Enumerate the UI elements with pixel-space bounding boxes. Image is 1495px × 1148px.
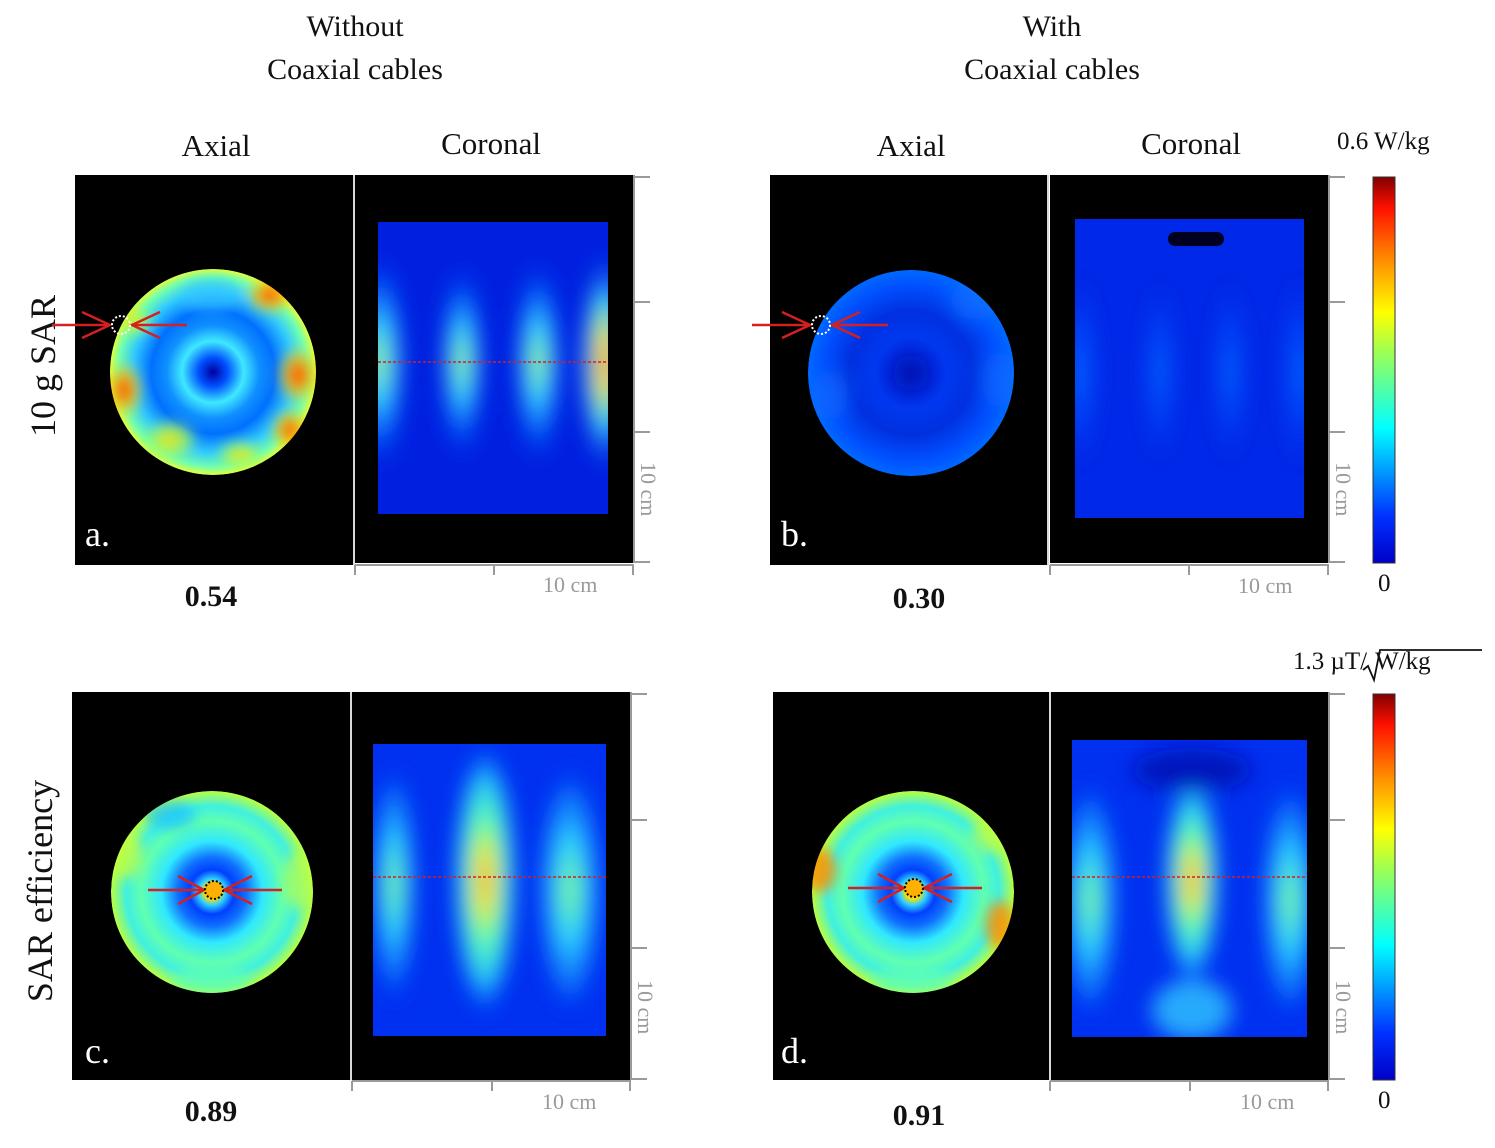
panel-value-b: 0.30 [892,582,946,615]
view-label-axial-left: Axial [181,128,251,163]
scale-label-b: 10 cm [1238,573,1293,598]
colorbar-efficiency-max: 1.3 µT/W/kg [1293,648,1431,675]
column-title-with: With Coaxial cables [964,10,1140,86]
panel-b-arrows [752,310,888,340]
panel-d-coronal-map [1072,740,1307,1037]
view-label-axial-right: Axial [876,128,946,163]
panel-value-c: 0.89 [184,1095,238,1128]
panel-c [72,692,647,1091]
panel-d [773,692,1345,1091]
colorbar-sar-min: 0 [1378,570,1391,597]
panel-c-arrows [148,874,282,906]
scale-label-vertical-d: 10 cm [1331,980,1356,1035]
colorbar-sar-max: 0.6 W/kg [1337,128,1430,155]
scale-label-vertical-c: 10 cm [633,980,658,1035]
scale-label-vertical-b: 10 cm [1331,462,1356,517]
view-label-coronal-left: Coronal [441,126,541,161]
scale-label-vertical-a: 10 cm [636,462,661,517]
panel-letter-c: c. [85,1031,110,1071]
panel-letter-d: d. [781,1031,808,1071]
panel-value-a: 0.54 [184,580,238,613]
panel-b [752,175,1345,575]
column-title-without: Without Coaxial cables [267,10,443,86]
colorbar-efficiency-min: 0 [1378,1087,1391,1114]
panel-a [52,175,650,575]
scale-label-d: 10 cm [1240,1089,1295,1114]
colorbar-efficiency [1372,693,1396,1081]
view-label-coronal-right: Coronal [1141,126,1241,161]
scale-label-a: 10 cm [543,572,598,597]
panel-letter-a: a. [85,514,110,554]
panel-value-d: 0.91 [892,1099,946,1132]
scale-label-c: 10 cm [542,1089,597,1114]
panel-a-coronal-map [378,222,608,514]
panel-a-arrows [52,310,187,340]
panel-b-axial-map [808,270,1014,476]
panel-b-coronal-map [1075,219,1304,518]
panel-c-coronal-map [373,744,606,1036]
colorbar-sar [1372,176,1396,564]
sqrt-sign [1362,649,1482,684]
panel-letter-b: b. [781,514,808,554]
